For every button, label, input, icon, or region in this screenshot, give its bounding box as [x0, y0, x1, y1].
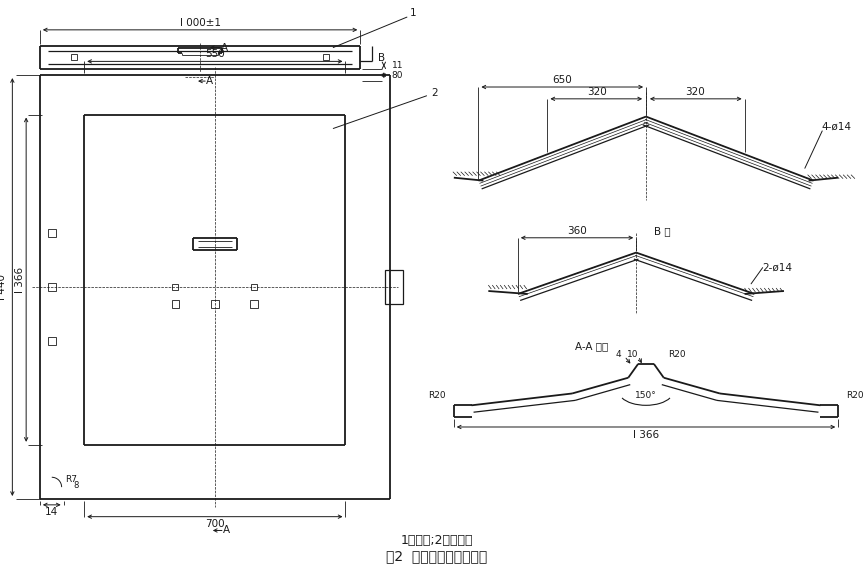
Bar	[211, 300, 218, 308]
Text: 700: 700	[205, 519, 225, 528]
Text: 550: 550	[205, 49, 225, 59]
Bar	[385, 270, 402, 304]
Text: 1: 1	[410, 8, 417, 18]
Text: R20: R20	[668, 350, 685, 359]
Text: 2: 2	[431, 88, 438, 98]
Text: A-A 旋转: A-A 旋转	[575, 341, 609, 351]
Text: 4-ø14: 4-ø14	[821, 122, 851, 132]
Bar	[323, 55, 329, 61]
Text: 14: 14	[45, 507, 58, 517]
Bar	[48, 338, 55, 345]
Text: R20: R20	[846, 391, 864, 400]
Bar	[48, 229, 55, 237]
Text: 2-ø14: 2-ø14	[762, 262, 792, 272]
Text: 650: 650	[552, 75, 572, 85]
Text: A: A	[206, 76, 213, 86]
Bar	[173, 284, 179, 290]
Text: 10: 10	[627, 350, 638, 359]
Text: 1－罩壳;2－观察盖: 1－罩壳;2－观察盖	[401, 534, 473, 547]
Text: R7: R7	[66, 475, 77, 484]
Bar	[48, 283, 55, 291]
Text: 8: 8	[74, 481, 79, 489]
Bar	[71, 55, 77, 61]
Text: I 000±1: I 000±1	[179, 18, 220, 28]
Text: 320: 320	[686, 87, 705, 97]
Text: 320: 320	[587, 87, 607, 97]
Text: A: A	[221, 42, 228, 52]
Text: 80: 80	[392, 70, 403, 80]
Text: A: A	[223, 526, 231, 535]
Text: I 366: I 366	[633, 430, 659, 440]
Text: 4: 4	[616, 350, 622, 359]
Text: B 向: B 向	[654, 226, 670, 236]
Text: 150°: 150°	[636, 391, 657, 400]
Bar	[172, 300, 179, 308]
Text: 图2  新型盖板结构示意图: 图2 新型盖板结构示意图	[387, 549, 488, 563]
Text: 360: 360	[567, 226, 587, 236]
Text: R20: R20	[428, 391, 446, 400]
Text: B: B	[378, 54, 385, 63]
Text: I 440: I 440	[0, 274, 8, 300]
Text: 11: 11	[392, 61, 403, 70]
Bar	[251, 300, 258, 308]
Text: I 366: I 366	[16, 267, 25, 293]
Bar	[251, 284, 257, 290]
